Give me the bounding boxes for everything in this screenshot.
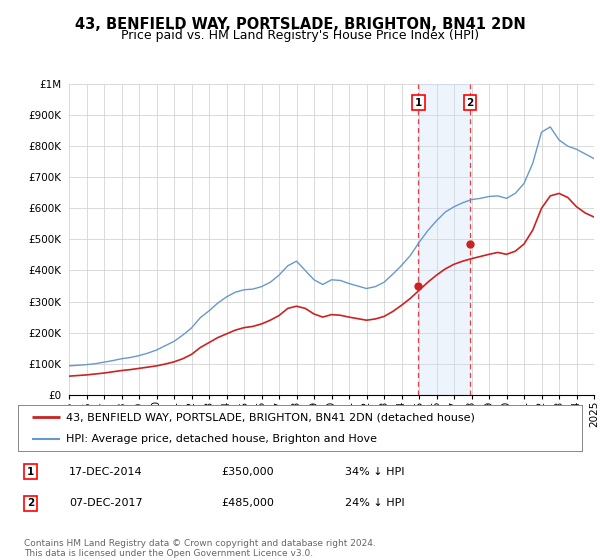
Text: 2: 2 [27,498,34,508]
Text: 17-DEC-2014: 17-DEC-2014 [69,466,142,477]
Text: 07-DEC-2017: 07-DEC-2017 [69,498,142,508]
Bar [418,84,470,395]
Text: 2: 2 [466,97,474,108]
Text: £350,000: £350,000 [221,466,274,477]
Text: 1: 1 [27,466,34,477]
Text: 24% ↓ HPI: 24% ↓ HPI [345,498,405,508]
Text: 43, BENFIELD WAY, PORTSLADE, BRIGHTON, BN41 2DN: 43, BENFIELD WAY, PORTSLADE, BRIGHTON, B… [74,17,526,32]
Text: £485,000: £485,000 [221,498,274,508]
Text: Price paid vs. HM Land Registry's House Price Index (HPI): Price paid vs. HM Land Registry's House … [121,29,479,42]
Text: 1: 1 [415,97,422,108]
Text: 34% ↓ HPI: 34% ↓ HPI [345,466,404,477]
Text: 43, BENFIELD WAY, PORTSLADE, BRIGHTON, BN41 2DN (detached house): 43, BENFIELD WAY, PORTSLADE, BRIGHTON, B… [66,412,475,422]
Text: HPI: Average price, detached house, Brighton and Hove: HPI: Average price, detached house, Brig… [66,434,377,444]
Text: Contains HM Land Registry data © Crown copyright and database right 2024.
This d: Contains HM Land Registry data © Crown c… [24,539,376,558]
